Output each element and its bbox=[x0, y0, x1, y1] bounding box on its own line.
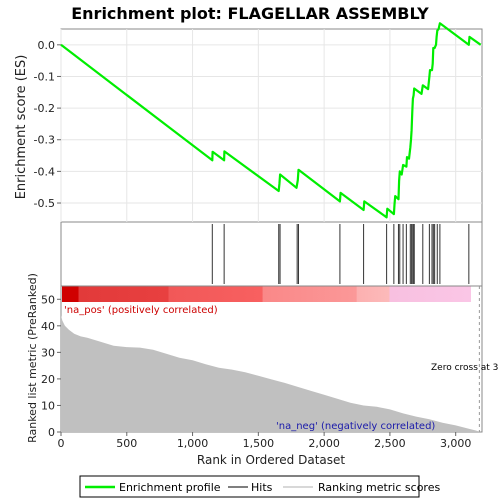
x-tick-label: 2,500 bbox=[374, 437, 406, 450]
gradient-bar-tail bbox=[471, 286, 481, 302]
metric-layer bbox=[61, 286, 481, 432]
x-axis-label: Rank in Ordered Dataset bbox=[197, 453, 345, 467]
legend-label-hits: Hits bbox=[251, 481, 273, 494]
x-tick-label: 500 bbox=[116, 437, 137, 450]
legend-label-metric: Ranking metric scores bbox=[318, 481, 440, 494]
es-y-tick-label: -0.1 bbox=[34, 70, 55, 83]
metric-area bbox=[61, 315, 481, 432]
metric-ylabel: Ranked list metric (PreRanked) bbox=[26, 273, 39, 443]
legend-box bbox=[79, 475, 420, 498]
metric-y-tick-label: 30 bbox=[41, 346, 55, 359]
x-tick-label: 0 bbox=[58, 437, 65, 450]
x-tick-label: 1,500 bbox=[243, 437, 275, 450]
zero-cross-label: Zero cross at 3 bbox=[431, 363, 498, 373]
es-panel-frame bbox=[60, 28, 483, 223]
legend: Enrichment profile Hits Ranking metric s… bbox=[79, 475, 440, 498]
es-y-axis: 0.0 -0.1 -0.2 -0.3 -0.4 -0.5 bbox=[34, 39, 61, 210]
metric-y-tick-label: 10 bbox=[41, 399, 55, 412]
metric-y-tick-label: 0 bbox=[48, 426, 55, 439]
legend-label-enrichment: Enrichment profile bbox=[119, 481, 221, 494]
metric-y-tick-label: 40 bbox=[41, 320, 55, 333]
es-y-tick-label: 0.0 bbox=[38, 39, 56, 52]
es-y-tick-label: -0.4 bbox=[34, 165, 55, 178]
enrichment-profile-line bbox=[60, 22, 482, 219]
es-y-tick-label: -0.3 bbox=[34, 134, 55, 147]
x-axis: 0 500 1,000 1,500 2,000 2,500 3,000 bbox=[58, 432, 472, 450]
es-ylabel: Enrichment score (ES) bbox=[14, 55, 29, 200]
metric-y-axis: 0 10 20 30 40 50 bbox=[41, 293, 61, 439]
hits-layer bbox=[211, 224, 470, 284]
x-tick-label: 1,000 bbox=[177, 437, 209, 450]
gradient-bar bbox=[62, 286, 471, 302]
es-y-tick-label: -0.5 bbox=[34, 197, 55, 210]
x-tick-label: 2,000 bbox=[308, 437, 340, 450]
metric-y-tick-label: 50 bbox=[41, 293, 55, 306]
chart-title: Enrichment plot: FLAGELLAR ASSEMBLY bbox=[71, 4, 429, 23]
pos-label: 'na_pos' (positively correlated) bbox=[64, 305, 218, 316]
metric-y-tick-label: 20 bbox=[41, 373, 55, 386]
x-tick-label: 3,000 bbox=[440, 437, 472, 450]
neg-label: 'na_neg' (negatively correlated) bbox=[276, 421, 435, 432]
hits-panel-frame bbox=[60, 221, 483, 287]
es-y-tick-label: -0.2 bbox=[34, 102, 55, 115]
es-line-layer bbox=[60, 22, 482, 219]
